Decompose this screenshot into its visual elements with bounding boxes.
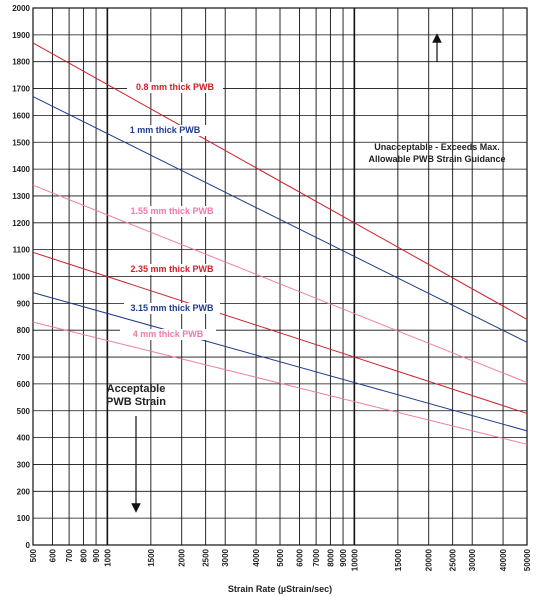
y-tick-label: 600: [17, 380, 31, 389]
y-tick-label: 1200: [12, 219, 30, 228]
x-tick-label: 50000: [523, 548, 532, 571]
annotation: Allowable PWB Strain Guidance: [368, 154, 505, 164]
x-axis-title: Strain Rate (µStrain/sec): [228, 584, 332, 594]
series-label: 1 mm thick PWB: [130, 125, 201, 135]
plot-frame: [32, 7, 528, 546]
x-tick-label: 500: [29, 548, 38, 562]
y-tick-label: 800: [17, 326, 31, 335]
y-tick-label: 500: [17, 407, 31, 416]
annotation: PWB Strain: [106, 396, 166, 408]
x-tick-label: 1500: [147, 548, 156, 566]
series-line: [32, 42, 528, 320]
series-label: 3.15 mm thick PWB: [130, 303, 214, 313]
x-tick-label: 20000: [425, 548, 434, 571]
label-bg: [117, 125, 213, 136]
x-tick-label: 40000: [499, 548, 508, 571]
annotation: Acceptable: [107, 383, 166, 395]
y-tick-label: 1400: [12, 165, 30, 174]
x-tick-label: 30000: [468, 548, 477, 571]
series-label: 2.35 mm thick PWB: [130, 264, 214, 274]
series-label: 0.8 mm thick PWB: [136, 82, 215, 92]
x-tick-label: 15000: [394, 548, 403, 571]
y-tick-label: 1700: [12, 85, 30, 94]
y-tick-label: 0: [26, 541, 31, 550]
label-bg: [127, 82, 223, 93]
series-line: [32, 292, 528, 432]
y-tick-label: 1300: [12, 192, 30, 201]
y-tick-label: 1100: [13, 246, 31, 255]
x-tick-label: 4000: [252, 548, 261, 566]
y-tick-label: 1900: [12, 31, 30, 40]
x-tick-label: 700: [65, 548, 74, 562]
series-line: [32, 251, 528, 414]
x-tick-label: 2000: [178, 548, 187, 566]
x-tick-label: 600: [49, 548, 58, 562]
y-tick-label: 900: [17, 299, 31, 308]
x-tick-label: 25000: [449, 548, 458, 571]
y-tick-label: 200: [17, 487, 31, 496]
series-label: 4 mm thick PWB: [133, 329, 204, 339]
series-line: [32, 321, 528, 445]
y-tick-label: 2000: [12, 4, 30, 13]
x-tick-label: 2500: [202, 548, 211, 566]
y-tick-label: 1800: [12, 58, 30, 67]
x-tick-label: 5000: [276, 548, 285, 566]
y-tick-label: 100: [17, 514, 31, 523]
x-tick-label: 10000: [350, 548, 359, 571]
series-line: [32, 96, 528, 343]
y-tick-label: 1000: [12, 273, 30, 282]
x-tick-label: 6000: [296, 548, 305, 566]
y-tick-label: 700: [17, 353, 31, 362]
x-tick-label: 800: [79, 548, 88, 562]
y-tick-label: 1600: [12, 111, 30, 120]
x-tick-label: 900: [92, 548, 101, 562]
x-tick-label: 1000: [103, 548, 112, 566]
label-bg: [124, 206, 220, 217]
label-bg: [124, 264, 220, 275]
x-tick-label: 8000: [326, 548, 335, 566]
x-tick-label: 3000: [221, 548, 230, 566]
y-tick-label: 300: [17, 460, 31, 469]
x-tick-label: 7000: [312, 548, 321, 566]
annotation: Unacceptable - Exceeds Max.: [374, 142, 500, 152]
label-bg: [120, 329, 216, 340]
y-tick-label: 1500: [12, 138, 30, 147]
series-label: 1.55 mm thick PWB: [130, 206, 214, 216]
y-tick-label: 400: [17, 434, 31, 443]
label-bg: [124, 303, 220, 314]
x-tick-label: 9000: [339, 548, 348, 566]
series-line: [32, 184, 528, 384]
